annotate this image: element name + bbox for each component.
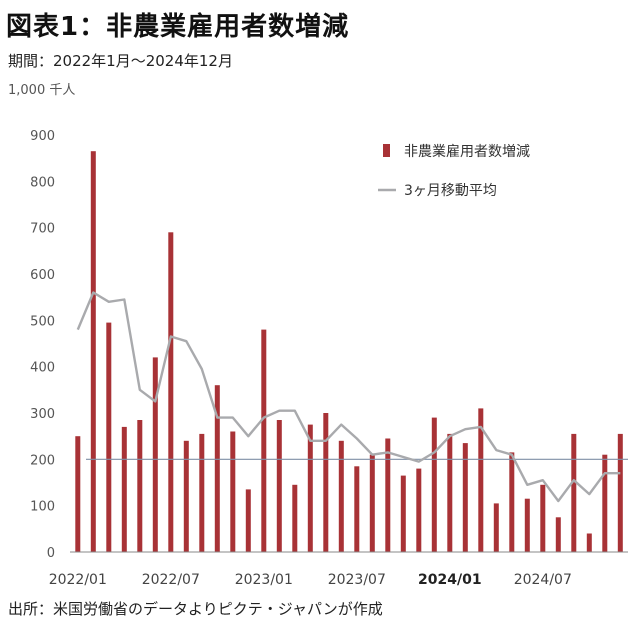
bar — [168, 232, 174, 553]
bar — [230, 431, 236, 552]
bar — [199, 433, 205, 552]
bar — [152, 357, 158, 552]
bar — [75, 436, 81, 552]
x-tick-label: 2022/07 — [142, 572, 200, 588]
y-tick-label: 800 — [30, 175, 55, 190]
legend-bar-label: 非農業雇用者数増減 — [404, 143, 530, 160]
bar — [323, 413, 329, 552]
y-tick-label: 100 — [30, 500, 55, 515]
bar — [586, 533, 592, 552]
bar — [354, 466, 360, 552]
bar — [493, 503, 499, 552]
y-tick-label: 700 — [30, 222, 55, 237]
bar — [183, 440, 189, 552]
bar — [462, 443, 468, 552]
y-tick-label: 300 — [30, 407, 55, 422]
legend-line-label: 3ヶ月移動平均 — [404, 183, 497, 199]
bar — [571, 433, 577, 552]
bar — [416, 468, 422, 552]
bar — [276, 420, 282, 552]
bar — [121, 426, 127, 552]
y-tick-label: 200 — [30, 453, 55, 468]
bar — [447, 433, 453, 552]
bar — [478, 408, 484, 552]
x-axis-ticks: 2022/01 2022/07 2023/01 2023/07 2024/01 2024/… — [49, 572, 572, 588]
chart-subtitle: 期間：2022年1月～2024年12月 — [8, 52, 233, 70]
source-note: 出所：米国労働省のデータよりピクテ・ジャパンが作成 — [8, 600, 383, 618]
bar — [540, 484, 546, 552]
y-axis-ticks: 0 100 200 300 400 500 600 700 800 900 — [30, 129, 55, 561]
bar — [524, 498, 530, 552]
bar — [214, 385, 220, 552]
x-tick-label: 2024/07 — [514, 572, 572, 588]
bar — [400, 475, 406, 552]
legend-bar-swatch — [383, 144, 390, 157]
bar — [369, 454, 375, 552]
bar-series — [75, 151, 623, 553]
bar — [90, 151, 96, 552]
y-tick-label: 900 — [30, 129, 55, 144]
x-tick-label: 2023/01 — [235, 572, 293, 588]
y-tick-label: 0 — [47, 546, 55, 561]
bar — [509, 452, 515, 552]
bar — [555, 517, 561, 553]
bar — [617, 433, 623, 552]
bar — [385, 438, 391, 552]
bar — [292, 484, 298, 552]
bar — [431, 417, 437, 552]
y-axis-unit: 1,000 千人 — [8, 83, 76, 98]
bar — [338, 440, 344, 552]
bar — [106, 322, 112, 552]
bar — [137, 420, 143, 552]
bar — [307, 424, 313, 552]
x-tick-label: 2022/01 — [49, 572, 107, 588]
x-tick-label: 2023/07 — [328, 572, 386, 588]
bar — [602, 454, 608, 552]
chart-title: 図表1：非農業雇用者数増減 — [6, 12, 350, 42]
legend: 非農業雇用者数増減 3ヶ月移動平均 — [378, 143, 530, 199]
moving-average-line — [76, 291, 621, 503]
x-tick-label: 2024/01 — [418, 572, 482, 588]
y-tick-label: 600 — [30, 268, 55, 283]
bar — [261, 329, 267, 552]
bar — [245, 489, 251, 552]
y-tick-label: 400 — [30, 361, 55, 376]
y-tick-label: 500 — [30, 314, 55, 329]
